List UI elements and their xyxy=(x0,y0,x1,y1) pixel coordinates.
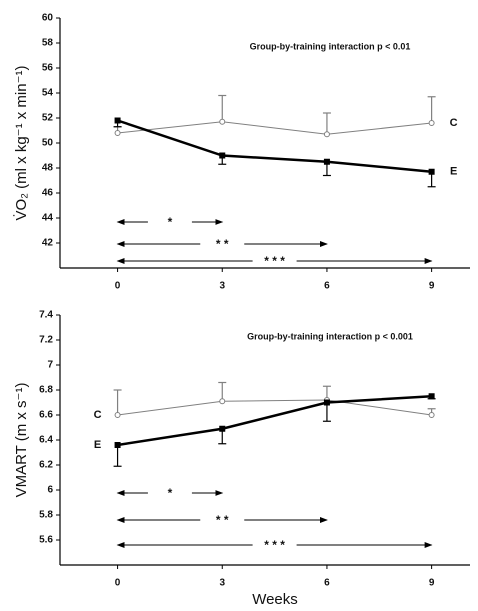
y-tick-label: 6.6 xyxy=(39,410,53,421)
point xyxy=(428,168,435,175)
y-axis-label: VMART (m x s⁻¹) xyxy=(13,383,30,498)
series-line xyxy=(117,121,432,135)
bracket-gap xyxy=(252,539,297,551)
error-bar xyxy=(218,381,227,402)
y-tick-label: 7.2 xyxy=(39,335,53,346)
point xyxy=(323,158,330,165)
y-tick-label: 6.2 xyxy=(39,460,53,471)
bracket-label: * * xyxy=(216,237,229,251)
y-tick-label: 52 xyxy=(42,113,54,124)
y-tick-label: 54 xyxy=(42,88,54,99)
point xyxy=(219,425,226,432)
series-line xyxy=(117,395,432,447)
bracket-gap xyxy=(200,238,245,250)
point xyxy=(219,152,226,159)
x-tick-label: 0 xyxy=(115,578,121,589)
error-bar xyxy=(322,402,331,422)
y-tick-label: 5.8 xyxy=(39,510,53,521)
bracket-gap xyxy=(147,216,192,228)
point xyxy=(323,131,330,138)
point xyxy=(114,117,121,124)
x-tick-label: 6 xyxy=(324,578,330,589)
y-tick-label: 46 xyxy=(42,188,54,199)
y-tick-label: 5.6 xyxy=(39,535,53,546)
series-label: E xyxy=(94,439,101,451)
y-tick-label: 44 xyxy=(42,213,54,224)
point xyxy=(114,412,121,418)
point xyxy=(219,398,226,405)
y-tick-label: 60 xyxy=(42,13,54,24)
error-bar xyxy=(427,96,436,123)
point xyxy=(428,412,435,418)
bracket-label: * * xyxy=(216,513,229,527)
bracket-label: * xyxy=(168,486,173,500)
x-axis-label: Weeks xyxy=(252,591,298,608)
point xyxy=(428,120,435,126)
y-tick-label: 6.8 xyxy=(39,385,53,396)
x-tick-label: 6 xyxy=(324,281,330,292)
bracket-gap xyxy=(200,514,245,526)
y-tick-label: 50 xyxy=(42,138,54,149)
x-tick-label: 0 xyxy=(115,281,121,292)
x-tick-label: 9 xyxy=(429,281,435,292)
annotation: Group-by-training interaction p < 0.01 xyxy=(250,41,411,51)
annotation: Group-by-training interaction p < 0.001 xyxy=(247,331,413,341)
y-axis-label: V̇O₂ (ml x kg⁻¹ x min⁻¹) xyxy=(13,66,30,221)
y-tick-label: 6 xyxy=(47,485,53,496)
bracket-gap xyxy=(252,255,297,267)
error-bar xyxy=(218,94,227,122)
y-tick-label: 56 xyxy=(42,63,54,74)
bracket-gap xyxy=(147,487,192,499)
x-tick-label: 3 xyxy=(219,578,225,589)
y-tick-label: 6.4 xyxy=(39,435,53,446)
point xyxy=(114,130,121,136)
y-tick-label: 48 xyxy=(42,163,54,174)
point xyxy=(114,442,121,448)
error-bar xyxy=(113,389,122,415)
series-label: C xyxy=(450,117,458,129)
bracket-label: * * * xyxy=(264,254,285,268)
series-label: E xyxy=(450,166,457,178)
y-tick-label: 7 xyxy=(47,360,53,371)
point xyxy=(428,393,435,400)
bracket-label: * * * xyxy=(264,538,285,552)
x-tick-label: 3 xyxy=(219,281,225,292)
error-bar xyxy=(113,445,122,467)
series-line xyxy=(117,399,432,416)
series-label: C xyxy=(94,409,102,421)
point xyxy=(323,399,330,406)
bracket-label: * xyxy=(168,215,173,229)
error-bar xyxy=(322,112,331,135)
y-tick-label: 58 xyxy=(42,38,54,49)
y-tick-label: 42 xyxy=(42,238,54,249)
x-tick-label: 9 xyxy=(429,578,435,589)
series-line xyxy=(117,119,432,173)
y-tick-label: 7.4 xyxy=(39,310,53,321)
point xyxy=(219,118,226,125)
